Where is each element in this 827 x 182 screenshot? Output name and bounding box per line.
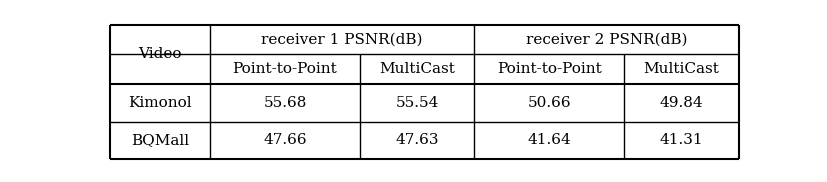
Text: Point-to-Point: Point-to-Point — [496, 62, 601, 76]
Text: 47.63: 47.63 — [395, 133, 438, 147]
Text: 41.31: 41.31 — [659, 133, 703, 147]
Text: receiver 2 PSNR(dB): receiver 2 PSNR(dB) — [525, 32, 686, 46]
Text: Kimonol: Kimonol — [128, 96, 192, 110]
Text: Point-to-Point: Point-to-Point — [232, 62, 337, 76]
Text: BQMall: BQMall — [131, 133, 189, 147]
Text: Video: Video — [138, 47, 181, 61]
Text: 50.66: 50.66 — [527, 96, 571, 110]
Text: receiver 1 PSNR(dB): receiver 1 PSNR(dB) — [261, 32, 423, 46]
Text: MultiCast: MultiCast — [643, 62, 719, 76]
Text: MultiCast: MultiCast — [379, 62, 455, 76]
Text: 55.54: 55.54 — [395, 96, 438, 110]
Text: 49.84: 49.84 — [659, 96, 703, 110]
Text: 55.68: 55.68 — [263, 96, 306, 110]
Text: 47.66: 47.66 — [263, 133, 307, 147]
Text: 41.64: 41.64 — [527, 133, 571, 147]
